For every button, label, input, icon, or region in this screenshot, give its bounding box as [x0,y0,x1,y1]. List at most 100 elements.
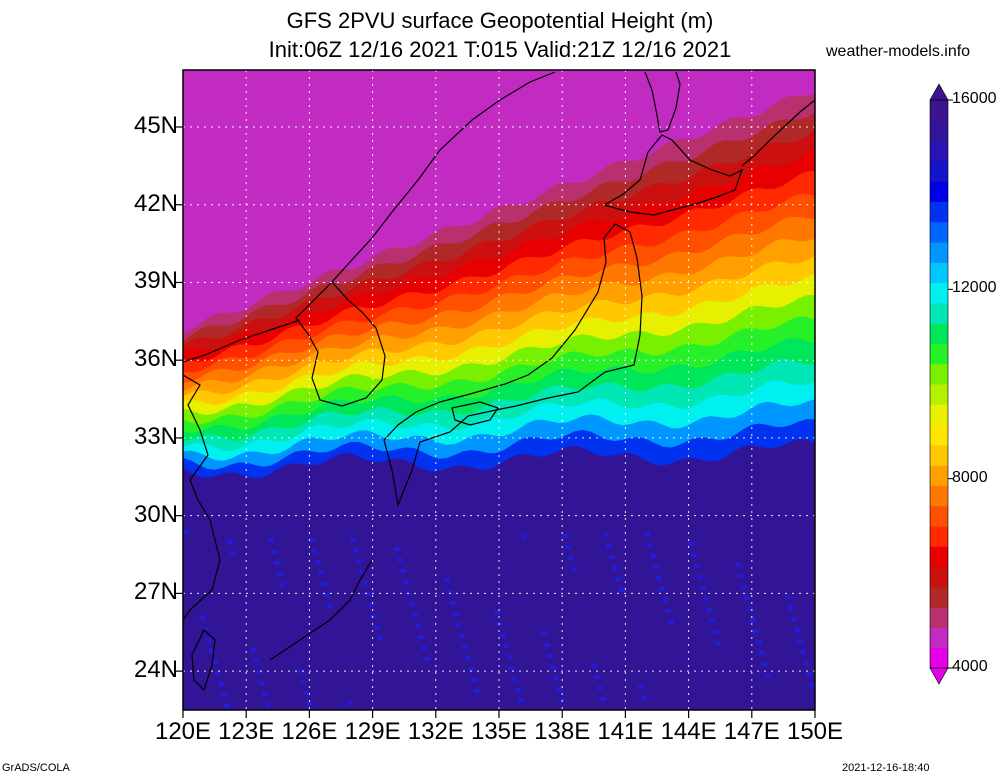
band-speckle [321,582,327,586]
band-speckle [359,570,365,574]
band-min-streak [240,80,430,175]
colorbar-segment [930,526,948,547]
colorbar-segment [930,586,948,608]
band-speckle [612,566,618,570]
lat-label: 36N [133,345,178,373]
band-speckle [512,677,518,681]
band-speckle [712,630,718,634]
band-speckle [571,567,577,571]
band-speckle [541,632,547,636]
lat-label: 42N [133,189,178,217]
colorbar-segment [930,343,948,365]
band-speckle [653,565,659,569]
chart-subtitle: Init:06Z 12/16 2021 T:015 Valid:21Z 12/1… [268,37,732,62]
band-speckle [309,538,315,542]
lat-label: 27N [133,578,178,606]
band-speckle [803,661,809,665]
colorbar-segment [930,363,948,385]
band-speckle [506,655,512,659]
colorbar-frame [929,99,949,669]
band-speckle [212,660,218,664]
band-speckle [459,634,465,638]
band-speckle [509,666,515,670]
lon-label: 132E [407,718,464,745]
band-speckle [250,648,256,652]
band-speckle [597,686,603,690]
band-speckle [221,693,227,697]
lat-label: 30N [133,500,178,528]
band-speckle [591,664,597,668]
colorbar-segment [930,242,948,263]
band-speckle [603,533,609,537]
band-speckle [209,649,215,653]
band-speckle [785,595,791,599]
band-speckle [453,612,459,616]
band-speckle [647,543,653,547]
band-speckle [759,651,765,655]
band-speckle [709,619,715,623]
band-speckle [400,569,406,573]
band-speckle [600,697,606,701]
band-speckle [474,689,480,693]
band-speckle [706,608,712,612]
band-speckle [312,549,318,553]
colorbar-label: 16000 [952,90,997,107]
band-speckle [650,554,656,558]
colorbar-min-arrow [929,667,949,685]
band-speckle [259,681,265,685]
height-field [183,70,815,710]
band-speckle [609,555,615,559]
lat-label: 33N [133,422,178,450]
band-speckle [227,540,233,544]
lon-label: 126E [281,718,338,745]
band-speckle [744,596,750,600]
band-speckle [500,633,506,637]
band-speckle [353,548,359,552]
band-speckle [224,704,230,708]
band-speckle [547,654,553,658]
band-speckle [268,539,274,543]
colorbar-segment [930,201,948,223]
band-speckle [394,547,400,551]
band-speckle [812,694,815,698]
colorbar-segment [930,140,948,162]
band-speckle [230,551,236,555]
band-speckle [271,550,277,554]
band-speckle [497,622,503,626]
band-speckle [665,609,671,613]
site-credit: weather-models.info [826,43,971,60]
band-speckle [750,618,756,622]
coast-taiwan [191,629,216,692]
colorbar-segment [930,221,948,243]
colorbar-segment [930,566,948,588]
band-speckle [274,561,280,565]
colorbar-segment [930,546,948,568]
band-speckle [494,611,500,615]
axis-ticks [175,126,816,718]
band-speckle [753,629,759,633]
coast-shikoku [451,401,499,426]
band-speckle [218,682,224,686]
band-speckle [462,645,468,649]
band-speckle [368,603,374,607]
band-speckle [350,537,356,541]
coast-korea [295,281,386,407]
band-speckle [791,617,797,621]
band-speckle [365,592,371,596]
graticule [183,70,815,710]
colorbar-segment [930,647,948,669]
lon-label: 135E [470,718,528,745]
colorbar-segment [930,262,948,284]
colorbar-segment [930,444,948,466]
band-speckle [503,644,509,648]
band-speckle [656,576,662,580]
lon-label: 141E [597,718,654,745]
band-speckle [615,577,621,581]
band-speckle [327,604,333,608]
band-speckle [456,623,462,627]
colorbar-label: 8000 [952,468,988,486]
band-speckle [403,580,409,584]
band-speckle [447,590,453,594]
colorbar-segment [930,485,948,507]
